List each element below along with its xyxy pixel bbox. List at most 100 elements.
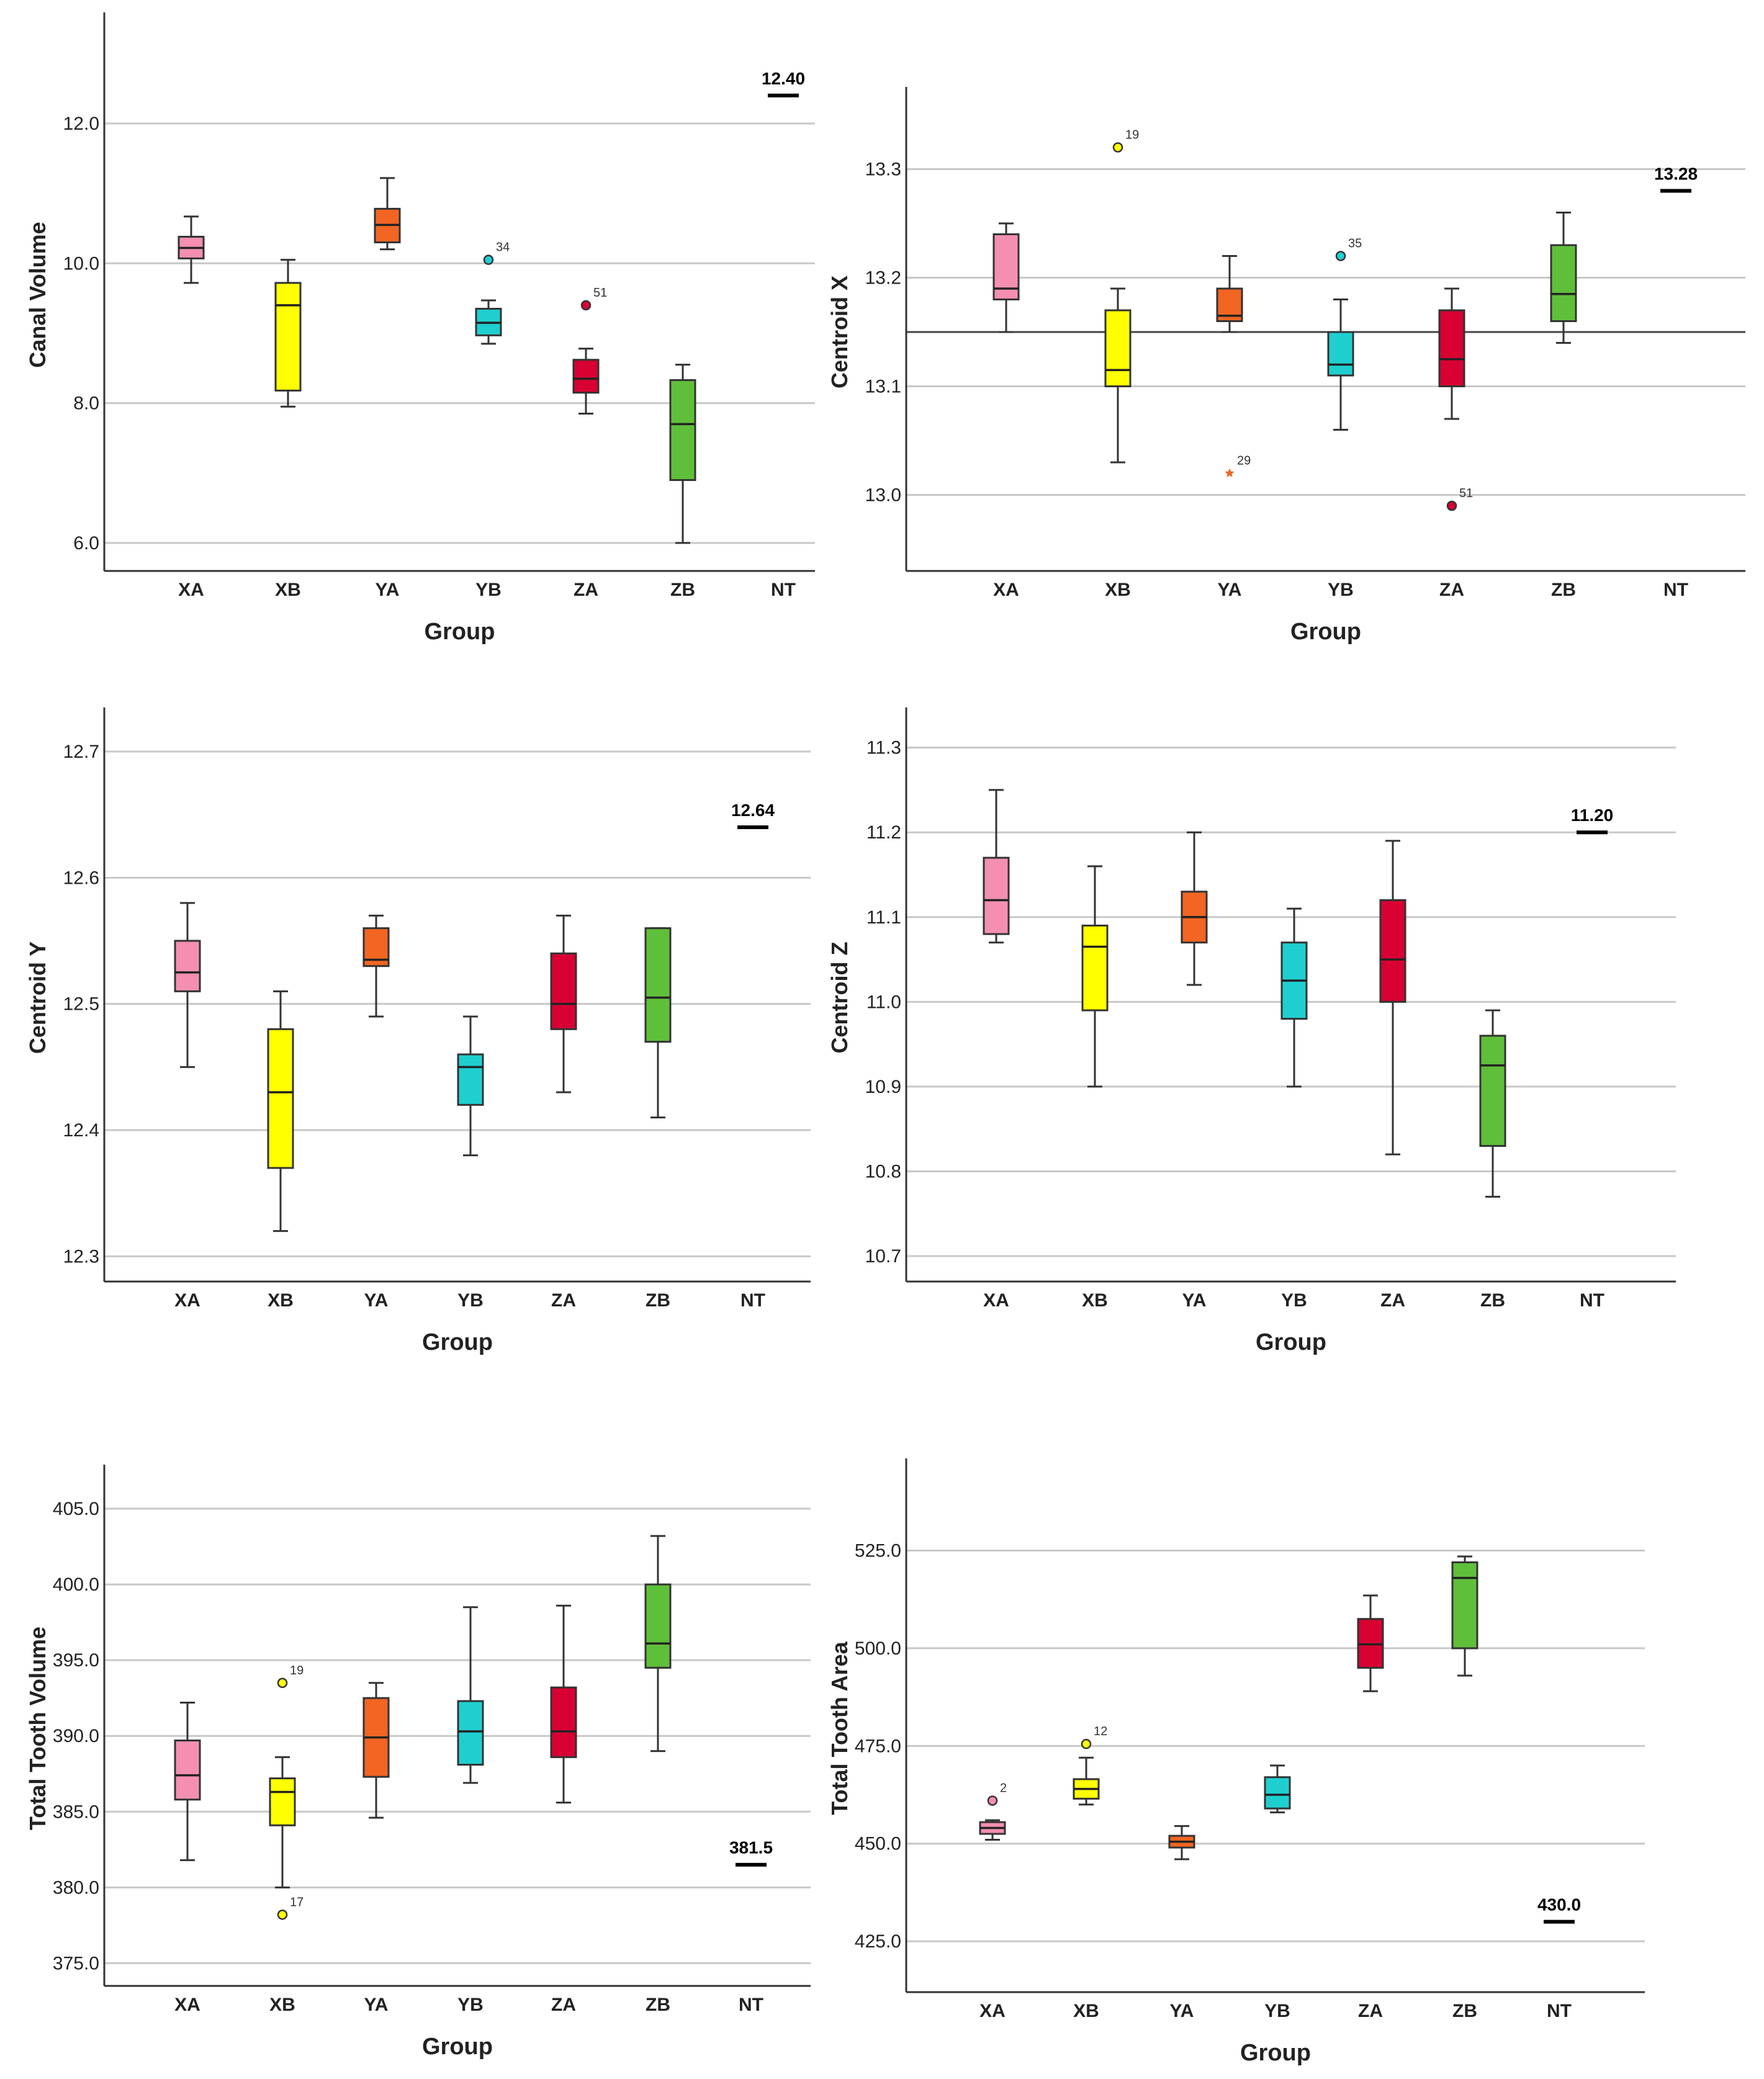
box-xa bbox=[979, 1819, 1006, 1841]
x-tick-label-ya: YA bbox=[364, 1290, 389, 1311]
nt-value-label: 381.5 bbox=[729, 1838, 773, 1857]
box-ya bbox=[1181, 831, 1208, 986]
box-za bbox=[1357, 1594, 1384, 1692]
y-axis-title: Centroid Y bbox=[25, 941, 50, 1054]
y-tick-label: 8.0 bbox=[73, 393, 99, 414]
outlier-point-yb bbox=[483, 254, 494, 265]
x-axis-title: Group bbox=[422, 2034, 493, 2060]
box-xa bbox=[992, 222, 1020, 333]
y-tick-label: 500.0 bbox=[855, 1638, 901, 1659]
box-xb bbox=[269, 1756, 296, 1888]
x-tick-label-zb: ZB bbox=[646, 1290, 670, 1311]
x-tick-label-xb: XB bbox=[275, 580, 301, 600]
y-tick-label: 11.0 bbox=[866, 992, 901, 1012]
outlier-label: 17 bbox=[290, 1895, 304, 1909]
x-axis-title: Group bbox=[1290, 619, 1361, 645]
box-iqr bbox=[983, 856, 1010, 935]
x-tick-label-yb: YB bbox=[457, 1290, 484, 1311]
outlier-point-za bbox=[580, 300, 592, 311]
y-tick-label: 13.0 bbox=[865, 485, 901, 506]
box-iqr bbox=[269, 1777, 296, 1826]
box-iqr bbox=[457, 1053, 484, 1106]
box-xb bbox=[1073, 1756, 1100, 1806]
box-iqr bbox=[1451, 1561, 1478, 1650]
y-tick-label: 10.0 bbox=[63, 253, 99, 274]
y-tick-label: 450.0 bbox=[855, 1834, 901, 1854]
x-axis-title: Group bbox=[422, 1329, 493, 1355]
y-axis-title: Total Tooth Volume bbox=[25, 1627, 50, 1830]
y-tick-label: 12.5 bbox=[63, 994, 99, 1015]
x-tick-label-xb: XB bbox=[1073, 2001, 1099, 2021]
box-iqr bbox=[572, 359, 600, 394]
box-iqr bbox=[174, 940, 201, 992]
box-iqr bbox=[644, 927, 672, 1043]
y-tick-label: 11.1 bbox=[866, 907, 901, 928]
x-tick-label-nt: NT bbox=[1547, 2001, 1572, 2021]
box-xb bbox=[1081, 865, 1109, 1088]
box-ya bbox=[362, 1682, 390, 1819]
outlier-label: 51 bbox=[1459, 487, 1473, 500]
y-tick-label: 12.3 bbox=[63, 1246, 99, 1267]
centroid-z-chart: 10.7 10.8 10.9 11.0 11.1 11.2 11.3 XA XB YA YB ZA ZB… bbox=[827, 707, 1676, 1355]
x-tick-label-za: ZA bbox=[1380, 1290, 1405, 1311]
outlier-label: 2 bbox=[1000, 1781, 1007, 1795]
y-tick-label: 11.2 bbox=[866, 822, 901, 843]
outlier-point-za bbox=[1446, 500, 1457, 511]
x-tick-label-nt: NT bbox=[1663, 580, 1688, 600]
x-tick-label-xa: XA bbox=[993, 580, 1019, 600]
outlier-label: 19 bbox=[1125, 128, 1139, 142]
outlier-point-xb bbox=[277, 1677, 288, 1689]
y-tick-label: 13.3 bbox=[865, 159, 901, 180]
box-iqr bbox=[644, 1583, 672, 1669]
box-zb bbox=[644, 1535, 672, 1753]
box-zb bbox=[1550, 212, 1577, 344]
x-tick-label-xb: XB bbox=[1082, 1290, 1108, 1311]
x-tick-label-za: ZA bbox=[1358, 2001, 1383, 2021]
x-axis-title: Group bbox=[1256, 1329, 1326, 1355]
total-tooth-area-chart: 425.0 450.0 475.0 500.0 525.0 XA XB YA YB ZA ZB NT G… bbox=[827, 1458, 1645, 2066]
box-iqr bbox=[1379, 899, 1406, 1003]
x-tick-label-xb: XB bbox=[269, 1995, 295, 2015]
box-iqr bbox=[174, 1740, 201, 1801]
centroid-y-chart: 12.3 12.4 12.5 12.6 12.7 XA XB YA YB ZA ZB NT Group C… bbox=[25, 707, 811, 1355]
y-tick-label: 12.4 bbox=[63, 1120, 99, 1141]
box-yb bbox=[457, 1015, 484, 1157]
y-tick-label: 385.0 bbox=[53, 1802, 99, 1822]
y-tick-label: 13.1 bbox=[865, 377, 901, 397]
x-tick-label-xb: XB bbox=[1105, 580, 1131, 600]
x-tick-label-xa: XA bbox=[178, 580, 204, 600]
box-zb bbox=[669, 364, 696, 544]
nt-value-label: 13.28 bbox=[1654, 164, 1698, 184]
box-xa bbox=[174, 1702, 201, 1861]
x-tick-label-zb: ZB bbox=[646, 1995, 670, 2015]
x-tick-label-yb: YB bbox=[457, 1995, 484, 2015]
y-tick-label: 13.2 bbox=[865, 268, 901, 289]
y-tick-label: 395.0 bbox=[53, 1650, 99, 1671]
x-axis-title: Group bbox=[1240, 2040, 1311, 2066]
outlier-label: 12 bbox=[1094, 1725, 1107, 1738]
canal-volume-chart: 6.0 8.0 10.0 12.0 XA XB YA YB ZA ZB NT Group Canal V… bbox=[25, 12, 815, 645]
box-iqr bbox=[1104, 309, 1132, 387]
nt-value-label: 11.20 bbox=[1571, 806, 1614, 825]
box-xa bbox=[178, 215, 205, 284]
outlier-label: 29 bbox=[1237, 454, 1251, 468]
y-tick-label: 10.8 bbox=[865, 1161, 901, 1182]
x-tick-label-ya: YA bbox=[1182, 1290, 1207, 1311]
x-tick-label-za: ZA bbox=[1439, 580, 1464, 600]
x-tick-label-nt: NT bbox=[739, 1995, 763, 2015]
y-axis-title: Centroid Z bbox=[827, 942, 852, 1054]
box-zb bbox=[644, 927, 672, 1119]
x-tick-label-xa: XA bbox=[174, 1995, 200, 2015]
x-tick-label-nt: NT bbox=[740, 1290, 765, 1311]
x-axis-title: Group bbox=[425, 619, 495, 645]
box-za bbox=[1379, 840, 1406, 1156]
y-axis-title: Canal Volume bbox=[25, 222, 50, 367]
x-tick-label-zb: ZB bbox=[1452, 2001, 1477, 2021]
y-tick-label: 425.0 bbox=[855, 1931, 901, 1952]
y-tick-label: 12.6 bbox=[63, 868, 99, 888]
outlier-label: 34 bbox=[496, 241, 510, 254]
y-tick-label: 375.0 bbox=[53, 1953, 99, 1973]
box-iqr bbox=[669, 379, 696, 482]
box-yb bbox=[1280, 907, 1308, 1088]
x-tick-label-zb: ZB bbox=[1551, 580, 1576, 600]
